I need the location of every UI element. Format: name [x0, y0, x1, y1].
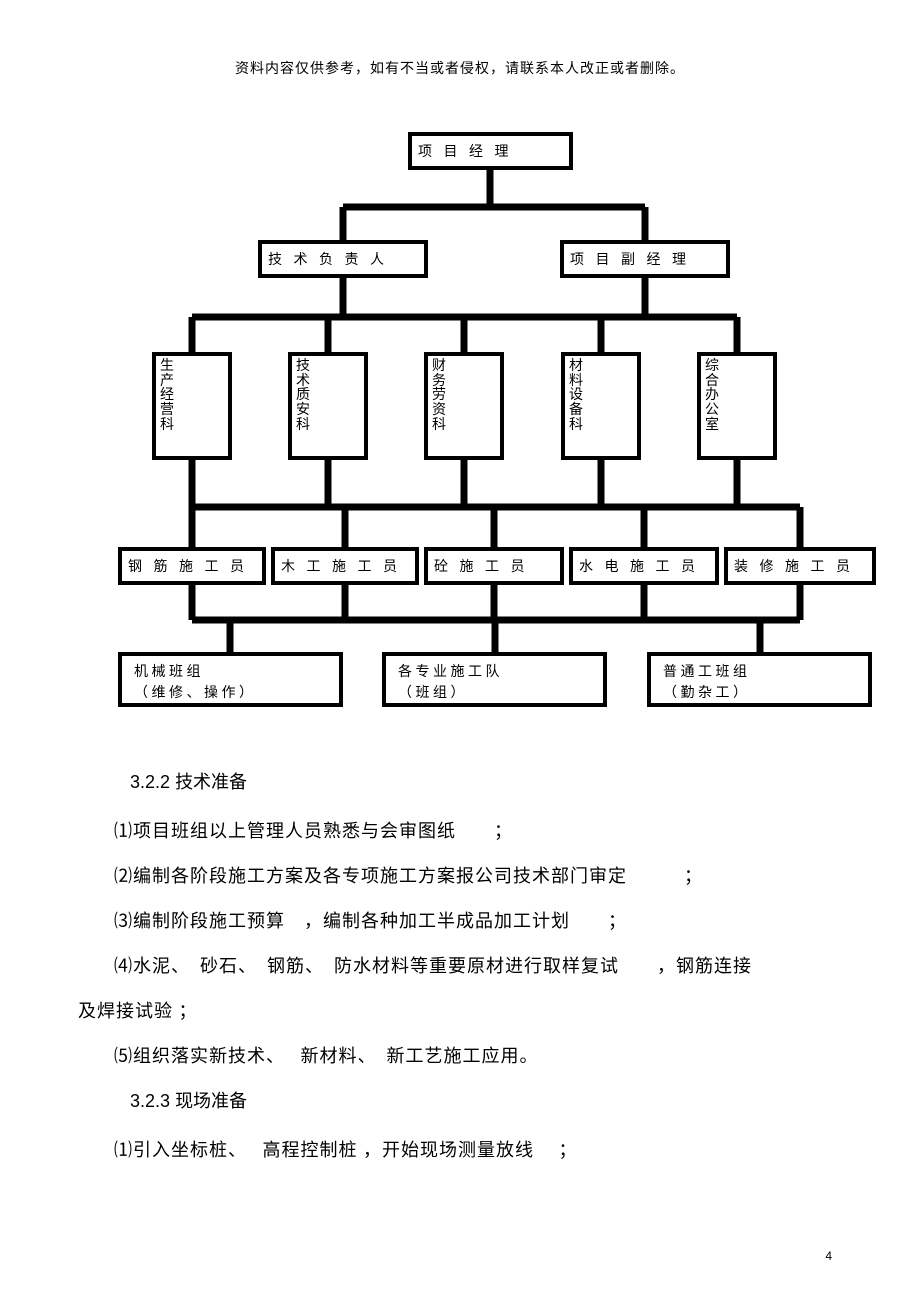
- document-body: 3.2.2 技术准备 ⑴项目班组以上管理人员熟悉与会审图纸 ； ⑵编制各阶段施工…: [78, 760, 848, 1173]
- org-chart-node: 装 修 施 工 员: [724, 547, 876, 585]
- org-chart-node: 生产经营科: [152, 352, 232, 460]
- para-322-2: ⑵编制各阶段施工方案及各专项施工方案报公司技术部门审定 ；: [78, 854, 848, 899]
- org-chart-node: 材料设备科: [561, 352, 641, 460]
- org-chart-node: 项 目 副 经 理: [560, 240, 730, 278]
- org-chart-node: 砼 施 工 员: [424, 547, 564, 585]
- section-heading-323: 3.2.3 现场准备: [130, 1079, 848, 1124]
- para-322-3: ⑶编制阶段施工预算 ，编制各种加工半成品加工计划 ；: [78, 899, 848, 944]
- para-322-4: ⑷水泥、 砂石、 钢筋、 防水材料等重要原材进行取样复试 ，钢筋连接: [78, 944, 848, 989]
- page-number: 4: [825, 1249, 832, 1263]
- org-chart-node: 机 械 班 组（ 维 修 、 操 作 ）: [118, 652, 343, 707]
- org-chart-node: 财务劳资科: [424, 352, 504, 460]
- org-chart-node: 技 术 负 责 人: [258, 240, 428, 278]
- org-chart-node: 项 目 经 理: [408, 132, 573, 170]
- para-323-1: ⑴引入坐标桩、 高程控制桩 ，开始现场测量放线 ；: [78, 1128, 848, 1173]
- org-chart-node: 水 电 施 工 员: [569, 547, 719, 585]
- header-disclaimer: 资料内容仅供参考，如有不当或者侵权，请联系本人改正或者删除。: [0, 58, 920, 78]
- section-heading-322: 3.2.2 技术准备: [130, 760, 848, 805]
- org-chart-node: 木 工 施 工 员: [271, 547, 419, 585]
- para-322-5: ⑸组织落实新技术、 新材料、 新工艺施工应用。: [78, 1034, 848, 1079]
- org-chart-node: 技术质安科: [288, 352, 368, 460]
- org-chart-node: 钢 筋 施 工 员: [118, 547, 266, 585]
- org-chart-node: 综合办公室: [697, 352, 777, 460]
- org-chart-node: 普 通 工 班 组（ 勤 杂 工 ）: [647, 652, 872, 707]
- org-chart-node: 各 专 业 施 工 队（ 班 组 ）: [382, 652, 607, 707]
- para-322-1: ⑴项目班组以上管理人员熟悉与会审图纸 ；: [78, 809, 848, 854]
- para-322-4b: 及焊接试验 ；: [78, 989, 848, 1034]
